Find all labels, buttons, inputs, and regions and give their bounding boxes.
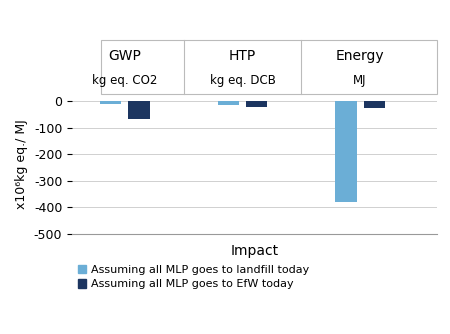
Bar <box>100 102 122 104</box>
Bar <box>335 102 356 202</box>
Y-axis label: x10⁶kg eq./ MJ: x10⁶kg eq./ MJ <box>15 119 28 208</box>
Text: MJ: MJ <box>353 73 367 87</box>
Bar <box>246 102 267 107</box>
Text: kg eq. DCB: kg eq. DCB <box>210 73 275 87</box>
Bar <box>128 102 149 119</box>
Text: Energy: Energy <box>336 49 384 63</box>
Text: HTP: HTP <box>229 49 256 63</box>
Legend: Assuming all MLP goes to landfill today, Assuming all MLP goes to EfW today: Assuming all MLP goes to landfill today,… <box>77 265 309 289</box>
Text: GWP: GWP <box>108 49 141 63</box>
X-axis label: Impact: Impact <box>230 244 278 258</box>
Bar <box>364 102 385 108</box>
Bar <box>218 102 239 106</box>
Text: kg eq. CO2: kg eq. CO2 <box>92 73 158 87</box>
Bar <box>101 40 436 94</box>
